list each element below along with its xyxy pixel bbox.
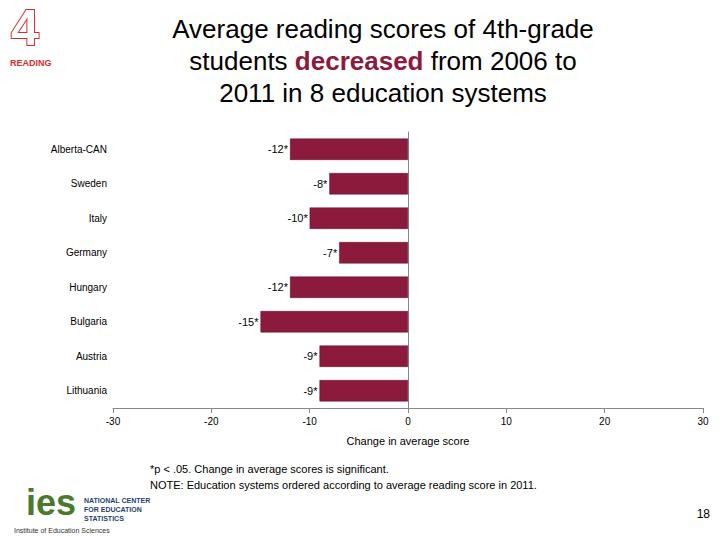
svg-text:-9*: -9* — [303, 350, 318, 362]
svg-text:*p < .05. Change in average sc: *p < .05. Change in average scores is si… — [150, 463, 389, 475]
svg-text:Alberta-CAN: Alberta-CAN — [51, 144, 107, 155]
svg-text:READING: READING — [10, 58, 52, 68]
svg-text:30: 30 — [697, 416, 709, 427]
svg-text:Bulgaria: Bulgaria — [70, 316, 107, 327]
svg-text:-30: -30 — [106, 416, 121, 427]
svg-text:Hungary: Hungary — [69, 282, 107, 293]
svg-text:-7*: -7* — [323, 247, 338, 259]
svg-text:NOTE: Education systems ordere: NOTE: Education systems ordered accordin… — [150, 479, 537, 491]
svg-text:0: 0 — [405, 416, 411, 427]
svg-text:10: 10 — [501, 416, 513, 427]
svg-text:-20: -20 — [204, 416, 219, 427]
svg-text:Austria: Austria — [76, 351, 108, 362]
svg-text:-12*: -12* — [268, 143, 289, 155]
svg-text:Germany: Germany — [66, 247, 107, 258]
svg-text:ies: ies — [26, 482, 76, 523]
svg-text:STATISTICS: STATISTICS — [84, 515, 124, 522]
svg-text:20: 20 — [599, 416, 611, 427]
svg-text:-10: -10 — [302, 416, 317, 427]
svg-text:-10*: -10* — [287, 212, 308, 224]
svg-text:-12*: -12* — [268, 281, 289, 293]
svg-text:decreased: decreased — [295, 46, 424, 76]
svg-text:from 2006 to: from 2006 to — [423, 46, 576, 76]
svg-text:4: 4 — [11, 0, 39, 56]
svg-text:Sweden: Sweden — [71, 178, 107, 189]
svg-text:students: students — [189, 46, 295, 76]
svg-text:-9*: -9* — [303, 385, 318, 397]
svg-text:18: 18 — [697, 507, 711, 521]
svg-text:Average reading scores of 4th-: Average reading scores of 4th-grade — [172, 14, 594, 44]
svg-text:-15*: -15* — [238, 316, 259, 328]
svg-text:2011 in 8 education systems: 2011 in 8 education systems — [219, 78, 547, 108]
svg-text:FOR EDUCATION: FOR EDUCATION — [84, 506, 144, 513]
svg-text:NATIONAL CENTER: NATIONAL CENTER — [84, 497, 152, 504]
svg-text:-8*: -8* — [313, 178, 328, 190]
svg-text:Institute of Education Science: Institute of Education Sciences — [14, 527, 110, 534]
svg-text:Lithuania: Lithuania — [66, 385, 107, 396]
svg-text:Italy: Italy — [89, 213, 107, 224]
svg-text:Change in average score: Change in average score — [347, 435, 470, 447]
